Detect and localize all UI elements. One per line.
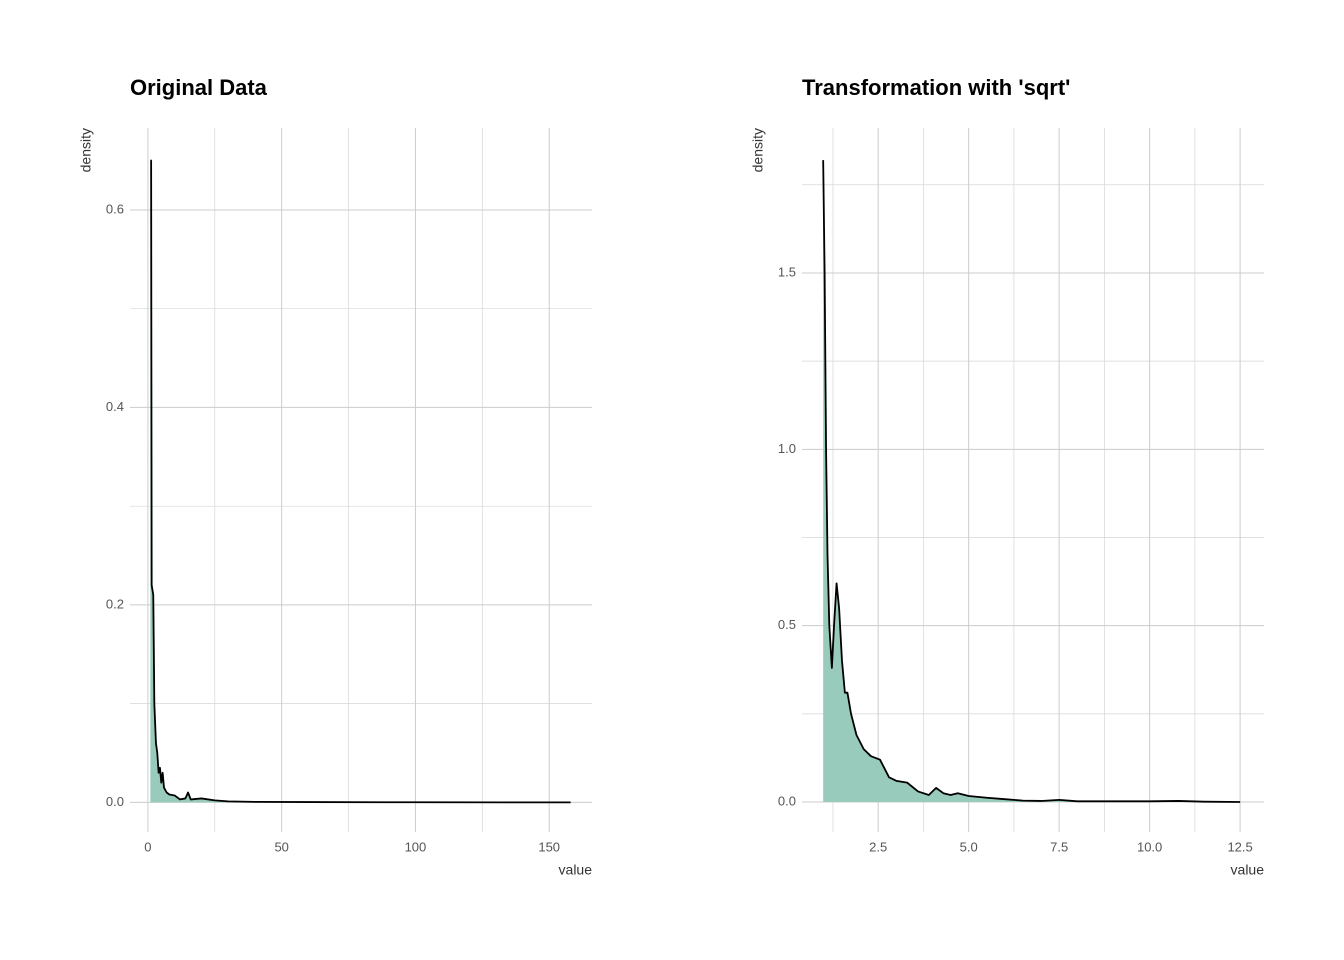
x-tick-label: 7.5	[1050, 839, 1068, 854]
density-line	[822, 160, 1241, 803]
x-tick-label: 100	[405, 839, 427, 854]
x-tick-label: 12.5	[1227, 839, 1252, 854]
y-tick-label: 1.0	[778, 441, 796, 456]
y-tick-label: 1.5	[778, 264, 796, 279]
chart-title: Original Data	[130, 75, 268, 100]
x-tick-label: 2.5	[869, 839, 887, 854]
density-line	[150, 159, 571, 804]
y-tick-label: 0.5	[778, 617, 796, 632]
y-tick-label: 0.0	[106, 794, 124, 809]
y-tick-label: 0.6	[106, 201, 124, 216]
chart-title: Transformation with 'sqrt'	[802, 75, 1070, 100]
x-tick-label: 10.0	[1137, 839, 1162, 854]
x-axis-title: value	[1231, 862, 1265, 878]
x-tick-label: 0	[144, 839, 151, 854]
y-axis-title: density	[78, 128, 94, 172]
y-tick-label: 0.2	[106, 596, 124, 611]
x-tick-label: 5.0	[960, 839, 978, 854]
density-area	[823, 160, 1241, 803]
y-axis-title: density	[750, 128, 766, 172]
x-tick-label: 150	[538, 839, 560, 854]
y-tick-label: 0.0	[778, 793, 796, 808]
density-area	[150, 160, 571, 803]
x-tick-label: 50	[274, 839, 288, 854]
x-axis-title: value	[559, 862, 593, 878]
y-tick-label: 0.4	[106, 399, 124, 414]
